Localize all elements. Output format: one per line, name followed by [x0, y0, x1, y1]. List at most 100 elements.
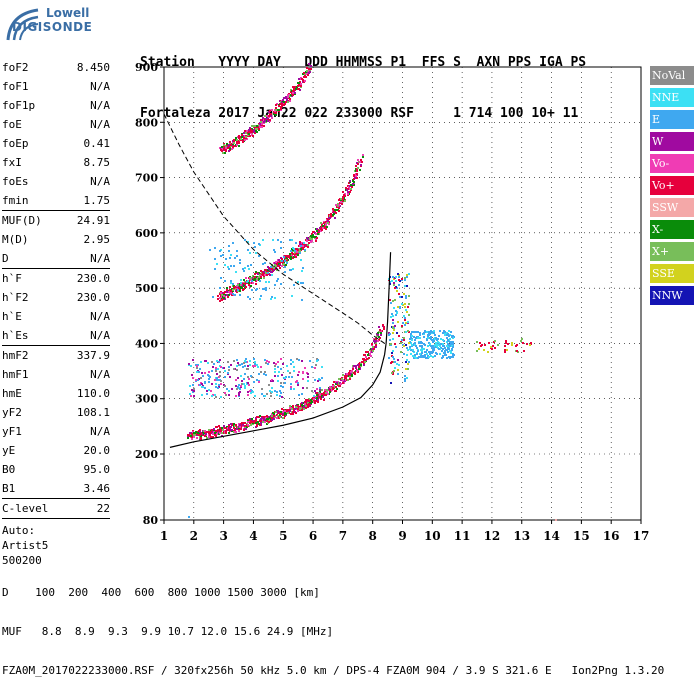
param-row: B1 3.46: [2, 479, 110, 498]
spread-f-point: [403, 293, 405, 295]
echo-point: [247, 424, 249, 426]
param-label: hmE: [2, 387, 22, 400]
echo-point: [212, 433, 214, 435]
echo-point: [349, 378, 351, 380]
scatter-point: [249, 360, 251, 362]
spread-f-point: [407, 363, 409, 365]
param-row: foF1 N/A: [2, 77, 110, 96]
scatter-point: [204, 372, 206, 374]
echo-point: [277, 410, 279, 412]
echo-point: [228, 144, 230, 146]
spread-f-point: [408, 295, 410, 297]
param-group-profile: hmF2 337.9 hmF1 N/A hmE 110.0 yF2 108.1 yF1 N/A yE…: [2, 346, 110, 498]
spread-f-point: [404, 277, 406, 279]
header-line-2: Fortaleza 2017 Jan22 022 233000 RSF 1 71…: [140, 106, 579, 121]
scatter-point: [270, 395, 272, 397]
spread-f-point: [447, 339, 449, 341]
scatter-point: [233, 265, 235, 267]
echo-point: [275, 104, 277, 106]
spread-f-point: [410, 333, 412, 335]
echo-point: [316, 394, 318, 396]
echo-point: [298, 78, 300, 80]
spread-f-point: [398, 279, 400, 281]
scatter-point: [244, 365, 246, 367]
scatter-point: [269, 390, 271, 392]
scatter-point: [236, 388, 238, 390]
scatter-point: [215, 383, 217, 385]
echo-point: [347, 379, 349, 381]
param-divider: [2, 210, 110, 211]
echo-point: [356, 177, 358, 179]
echo-point: [263, 277, 265, 279]
spread-f-point: [444, 351, 446, 353]
scatter-point: [215, 396, 217, 398]
param-row: D N/A: [2, 249, 110, 268]
spread-f-point: [395, 276, 397, 278]
echo-point: [292, 406, 294, 408]
spread-f-point: [389, 299, 391, 301]
scatter-point: [279, 390, 281, 392]
scatter-point: [220, 396, 222, 398]
echo-point: [266, 418, 268, 420]
echo-point: [255, 128, 257, 130]
spread-f-point: [488, 342, 490, 344]
echo-point: [191, 438, 193, 440]
echo-point: [377, 340, 379, 342]
scatter-point: [321, 377, 323, 379]
scatter-point: [254, 365, 256, 367]
spread-f-point: [390, 382, 392, 384]
scatter-point: [318, 392, 320, 394]
dashed-reference-curve: [163, 113, 385, 344]
echo-point: [283, 104, 285, 106]
scatter-point: [304, 249, 306, 251]
echo-point: [316, 230, 318, 232]
scatter-point: [264, 371, 266, 373]
param-label: yF2: [2, 406, 22, 419]
spread-f-point: [452, 356, 454, 358]
echo-point: [271, 117, 273, 119]
echo-point: [292, 86, 294, 88]
echo-point: [253, 125, 255, 127]
echo-point: [238, 142, 240, 144]
param-divider: [2, 345, 110, 346]
spread-f-point: [476, 341, 478, 343]
scatter-point: [239, 259, 241, 261]
echo-point: [249, 418, 251, 420]
scatter-point: [237, 362, 239, 364]
echo-point: [290, 256, 292, 258]
echo-point: [241, 136, 243, 138]
param-row: yE 20.0: [2, 441, 110, 460]
legend-entry-e: E: [650, 110, 694, 129]
echo-point: [311, 238, 313, 240]
spread-f-point: [426, 349, 428, 351]
spread-f-point: [446, 357, 448, 359]
scatter-point: [220, 366, 222, 368]
scatter-point: [244, 267, 246, 269]
scatter-point: [277, 366, 279, 368]
echo-point: [311, 240, 313, 242]
echo-point: [233, 423, 235, 425]
auto-artist: Artist5: [2, 539, 49, 552]
scatter-point: [208, 389, 210, 391]
echo-point: [269, 274, 271, 276]
spread-f-point: [448, 335, 450, 337]
spread-f-point: [433, 348, 435, 350]
echo-point: [208, 429, 210, 431]
lowell-digisonde-logo: Lowell DIGISONDE: [4, 4, 132, 44]
echo-point: [322, 227, 324, 229]
echo-point: [346, 373, 348, 375]
echo-point: [245, 132, 247, 134]
echo-point: [344, 375, 346, 377]
echo-point: [297, 410, 299, 412]
scatter-point: [265, 374, 267, 376]
echo-point: [365, 351, 367, 353]
x-tick-label: 3: [219, 529, 227, 543]
echo-point: [268, 115, 270, 117]
scatter-point: [247, 265, 249, 267]
scatter-point: [319, 379, 321, 381]
spread-f-point: [411, 339, 413, 341]
x-tick-label: 14: [543, 529, 560, 543]
echo-point: [223, 144, 225, 146]
echo-point: [226, 143, 228, 145]
echo-point: [228, 291, 230, 293]
